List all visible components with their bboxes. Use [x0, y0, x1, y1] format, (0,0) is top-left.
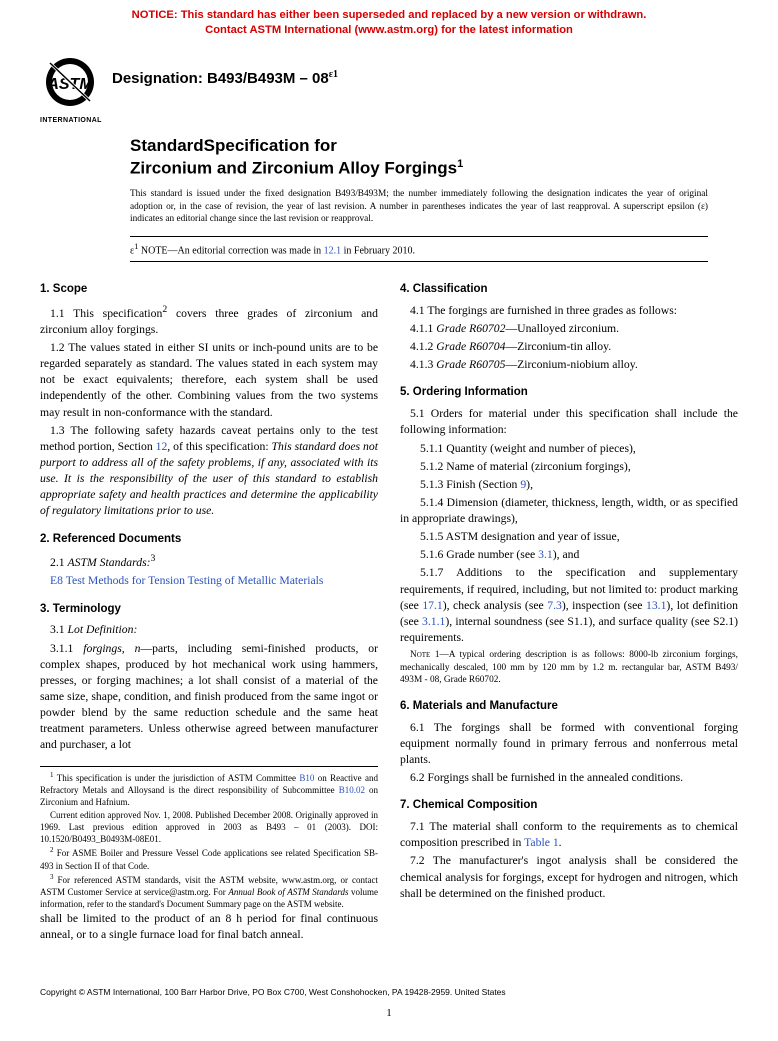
- astm-logo: ASTM INTERNATIONAL: [40, 53, 100, 111]
- link-17.1[interactable]: 17.1: [422, 599, 442, 612]
- link-table1[interactable]: Table 1: [524, 836, 559, 849]
- notice-line2: Contact ASTM International (www.astm.org…: [205, 24, 573, 36]
- p5.1.4: 5.1.4 Dimension (diameter, thickness, le…: [400, 495, 738, 527]
- designation: Designation: B493/B493M – 08ε1: [112, 69, 338, 87]
- page-number: 1: [40, 1007, 738, 1019]
- link-e8[interactable]: E8: [50, 574, 63, 587]
- designation-label: Designation: B493/B493M – 08: [112, 70, 329, 87]
- p1.3: 1.3 The following safety hazards caveat …: [40, 423, 378, 520]
- note1: Note 1—A typical ordering description is…: [400, 649, 738, 687]
- p5.1.1: 5.1.1 Quantity (weight and number of pie…: [400, 441, 738, 457]
- p4.1.2: 4.1.2 Grade R60704—Zirconium-tin alloy.: [400, 339, 738, 355]
- sec7-head: 7. Chemical Composition: [400, 798, 738, 814]
- errata-lead: NOTE—An editorial correction was made in: [138, 245, 323, 256]
- errata-link[interactable]: 12.1: [324, 245, 342, 256]
- p3.1.1-cont: shall be limited to the product of an 8 …: [40, 911, 378, 943]
- logo-subtext: INTERNATIONAL: [40, 117, 100, 124]
- p3.1: 3.1 Lot Definition:: [40, 622, 378, 638]
- p4.1.3: 4.1.3 Grade R60705—Zirconium-niobium all…: [400, 357, 738, 373]
- link-b1002[interactable]: B10.02: [339, 785, 365, 795]
- ref-e8: E8 Test Methods for Tension Testing of M…: [40, 573, 378, 589]
- errata-note: ε1 NOTE—An editorial correction was made…: [130, 236, 708, 262]
- link-13.1[interactable]: 13.1: [646, 599, 666, 612]
- sec5-head: 5. Ordering Information: [400, 385, 738, 401]
- p1.1: 1.1 This specification2 covers three gra…: [40, 303, 378, 338]
- sec6-head: 6. Materials and Manufacture: [400, 699, 738, 715]
- link-7.3[interactable]: 7.3: [547, 599, 562, 612]
- notice-line1: NOTICE: This standard has either been su…: [132, 9, 647, 21]
- title-sup: 1: [457, 158, 463, 170]
- p5.1: 5.1 Orders for material under this speci…: [400, 406, 738, 438]
- p6.1: 6.1 The forgings shall be formed with co…: [400, 720, 738, 768]
- p5.1.6: 5.1.6 Grade number (see 3.1), and: [400, 547, 738, 563]
- svg-text:ASTM: ASTM: [46, 76, 93, 93]
- p4.1: 4.1 The forgings are furnished in three …: [400, 303, 738, 319]
- title-line2: Zirconium and Zirconium Alloy Forgings: [130, 159, 457, 178]
- fn3: 3 For referenced ASTM standards, visit t…: [40, 873, 378, 910]
- p2.1: 2.1 ASTM Standards:3: [40, 552, 378, 571]
- notice-banner: NOTICE: This standard has either been su…: [40, 8, 738, 37]
- sec3-head: 3. Terminology: [40, 602, 378, 618]
- fn1: 1 This specification is under the jurisd…: [40, 771, 378, 808]
- body-columns: 1. Scope 1.1 This specification2 covers …: [40, 282, 738, 943]
- designation-sup: ε1: [329, 69, 338, 80]
- boilerplate: This standard is issued under the fixed …: [130, 188, 738, 226]
- p4.1.1: 4.1.1 Grade R60702—Unalloyed zirconium.: [400, 321, 738, 337]
- fn1b: Current edition approved Nov. 1, 2008. P…: [40, 809, 378, 845]
- p5.1.5: 5.1.5 ASTM designation and year of issue…: [400, 529, 738, 545]
- p3.1.1: 3.1.1 forgings, n—parts, including semi-…: [40, 641, 378, 754]
- link-sec12[interactable]: 12: [156, 440, 168, 453]
- p5.1.7: 5.1.7 Additions to the specification and…: [400, 565, 738, 646]
- link-3.1.1[interactable]: 3.1.1: [422, 615, 445, 628]
- link-3.1[interactable]: 3.1: [538, 548, 553, 561]
- link-b10[interactable]: B10: [299, 773, 314, 783]
- copyright: Copyright © ASTM International, 100 Barr…: [40, 987, 738, 997]
- fn2: 2 For ASME Boiler and Pressure Vessel Co…: [40, 846, 378, 871]
- p1.2: 1.2 The values stated in either SI units…: [40, 340, 378, 421]
- title-block: StandardSpecification for Zirconium and …: [130, 135, 738, 180]
- header: ASTM INTERNATIONAL Designation: B493/B49…: [40, 53, 738, 111]
- doc-title: StandardSpecification for Zirconium and …: [130, 135, 738, 180]
- p7.1: 7.1 The material shall conform to the re…: [400, 819, 738, 851]
- title-line1: StandardSpecification for: [130, 136, 337, 155]
- sec2-head: 2. Referenced Documents: [40, 532, 378, 548]
- p5.1.2: 5.1.2 Name of material (zirconium forgin…: [400, 459, 738, 475]
- sec1-head: 1. Scope: [40, 282, 378, 298]
- footnotes-block: 1 This specification is under the jurisd…: [40, 766, 378, 911]
- p7.2: 7.2 The manufacturer's ingot analysis sh…: [400, 853, 738, 901]
- p5.1.3: 5.1.3 Finish (Section 9),: [400, 477, 738, 493]
- sec4-head: 4. Classification: [400, 282, 738, 298]
- errata-tail: in February 2010.: [341, 245, 415, 256]
- p6.2: 6.2 Forgings shall be furnished in the a…: [400, 770, 738, 786]
